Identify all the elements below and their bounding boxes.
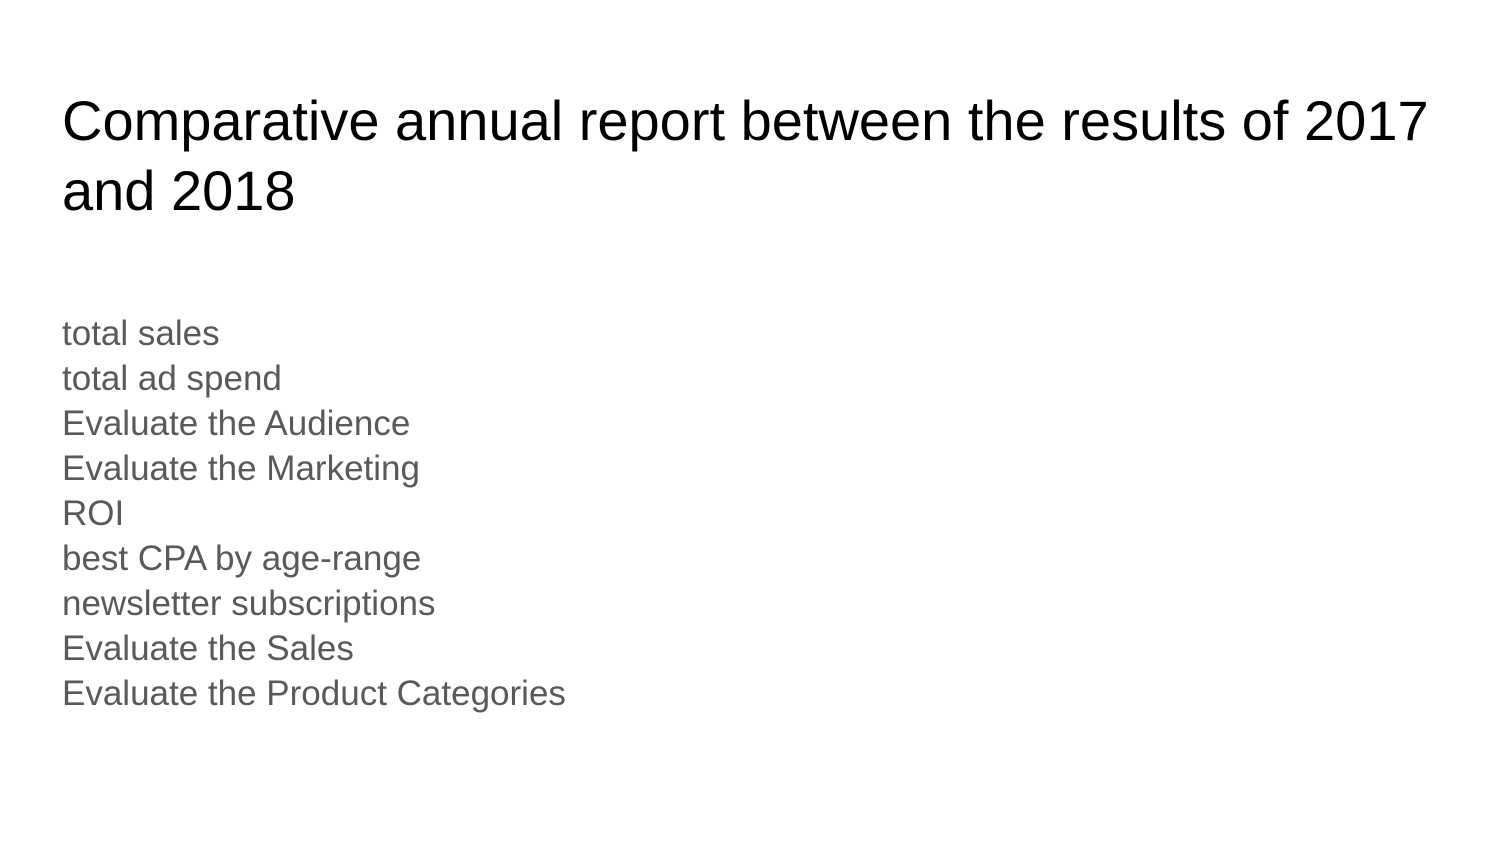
list-item-best-cpa: best CPA by age-range: [62, 539, 422, 578]
list-item-total-sales: total sales: [62, 314, 220, 353]
list-item-roi: ROI: [62, 494, 125, 533]
slide-body-list: total sales total ad spend Evaluate the …: [62, 311, 1062, 716]
list-item-evaluate-product-categories: Evaluate the Product Categories: [62, 674, 566, 713]
list-item-evaluate-sales: Evaluate the Sales: [62, 629, 354, 668]
list-item-newsletter-subscriptions: newsletter subscriptions: [62, 584, 436, 623]
list-item-evaluate-audience: Evaluate the Audience: [62, 404, 411, 443]
slide-title: Comparative annual report between the re…: [62, 89, 1429, 222]
list-item-total-ad-spend: total ad spend: [62, 359, 282, 398]
list-item-evaluate-marketing: Evaluate the Marketing: [62, 449, 420, 488]
